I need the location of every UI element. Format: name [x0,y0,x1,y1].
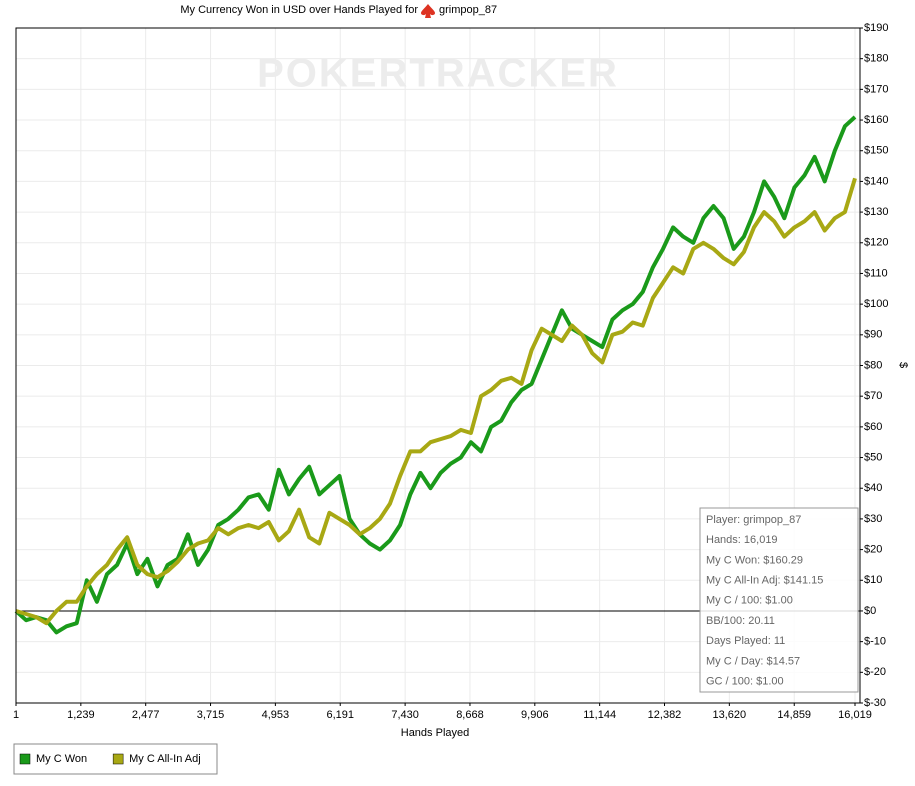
y-tick-label: $60 [864,421,882,433]
y-tick-label: $80 [864,359,882,371]
y-tick-label: $100 [864,298,888,310]
series-line [15,177,857,626]
x-tick-label: 1 [13,709,19,721]
stat-line: My C Won: $160.29 [706,554,803,566]
chart-title: My Currency Won in USD over Hands Played… [180,4,418,16]
stat-line: GC / 100: $1.00 [706,676,784,688]
x-tick-label: 11,144 [583,709,616,721]
x-tick-label: 1,239 [67,709,95,721]
legend-label: My C Won [36,753,87,765]
y-tick-label: $140 [864,175,888,187]
x-axis-label: Hands Played [401,727,470,739]
x-tick-label: 13,620 [713,709,747,721]
y-tick-label: $-20 [864,666,886,678]
x-tick-label: 14,859 [777,709,811,721]
y-tick-label: $120 [864,237,888,249]
stat-line: My C All-In Adj: $141.15 [706,575,823,587]
y-tick-label: $150 [864,145,888,157]
x-tick-label: 2,477 [132,709,160,721]
x-tick-label: 7,430 [391,709,419,721]
y-tick-label: $-10 [864,636,886,648]
stat-line: My C / Day: $14.57 [706,655,800,667]
stats-background [699,507,859,693]
y-tick-label: $30 [864,513,882,525]
stat-line: My C / 100: $1.00 [706,595,793,607]
x-tick-label: 12,382 [648,709,682,721]
stat-line: BB/100: 20.11 [706,615,775,627]
stats-box: Player: grimpop_87 Hands: 16,019 My C Won:… [699,507,859,693]
stat-line: Player: grimpop_87 [706,514,801,526]
y-tick-label: $10 [864,574,882,586]
x-tick-label: 8,668 [456,709,484,721]
stat-line: Days Played: 11 [706,635,785,647]
x-tick-label: 16,019 [838,709,872,721]
y-tick-label: $180 [864,53,888,65]
legend-swatch [19,753,31,765]
y-tick-label: $70 [864,390,882,402]
y-tick-label: $-30 [864,697,886,709]
y-tick-label: $160 [864,114,888,126]
y-tick-label: $90 [864,329,882,341]
y-tick-label: $130 [864,206,888,218]
legend: My C Won My C All-In Adj [19,753,201,765]
x-tick-label: 3,715 [197,709,225,721]
y-tick-label: $0 [864,605,876,617]
stat-line: Hands: 16,019 [706,534,778,546]
legend-swatch [112,753,124,765]
series-line [14,115,857,635]
x-tick-label: 9,906 [521,709,549,721]
y-tick-label: $50 [864,451,882,463]
x-tick-label: 6,191 [326,709,354,721]
y-tick-label: $110 [864,267,888,279]
x-tick-label: 4,953 [262,709,290,721]
y-axis-label: $ [897,362,909,368]
spade-icon [421,4,435,18]
y-tick-label: $20 [864,543,882,555]
player-name: grimpop_87 [439,4,497,16]
y-tick-label: $170 [864,83,888,95]
y-tick-label: $190 [864,22,888,34]
y-tick-label: $40 [864,482,882,494]
legend-label: My C All-In Adj [129,753,201,765]
